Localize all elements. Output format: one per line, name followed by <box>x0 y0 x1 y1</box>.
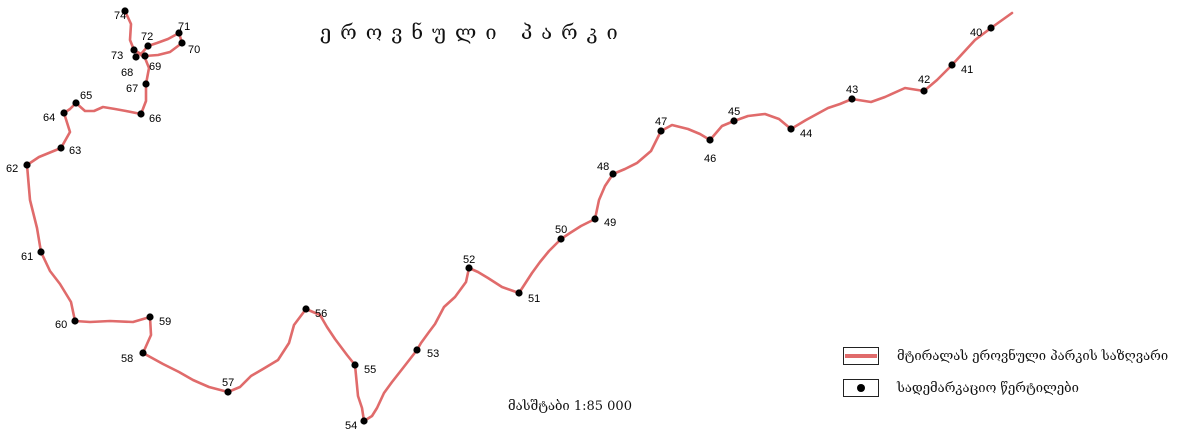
point-label-42: 42 <box>918 74 930 86</box>
legend-item-boundary: მტირალას ეროვნული პარკის საზღვარი <box>843 346 1168 366</box>
point-label-67: 67 <box>126 83 138 95</box>
point-labels: 40 41 42 43 44 45 46 47 48 49 50 51 52 53 54 55 56 57 58 59… <box>6 10 982 432</box>
black-dot-icon <box>843 379 879 397</box>
point-label-57: 57 <box>222 377 234 389</box>
demarcation-point-45 <box>730 117 738 125</box>
point-label-46: 46 <box>704 153 716 165</box>
point-label-43: 43 <box>846 84 858 96</box>
demarcation-point-61 <box>37 248 45 256</box>
demarcation-point-51 <box>515 289 523 297</box>
point-label-65: 65 <box>80 90 92 102</box>
point-label-41: 41 <box>961 64 973 76</box>
legend-line-swatch <box>845 354 877 358</box>
demarcation-point-47 <box>657 127 665 135</box>
demarcation-point-42 <box>920 87 928 95</box>
demarcation-point-57 <box>224 388 232 396</box>
demarcation-point-49 <box>591 215 599 223</box>
demarcation-point-60 <box>71 317 79 325</box>
demarcation-point-66 <box>137 110 145 118</box>
demarcation-point-55 <box>351 361 359 369</box>
point-label-66: 66 <box>149 113 161 125</box>
point-label-54: 54 <box>345 420 357 432</box>
demarcation-point-65 <box>72 99 80 107</box>
demarcation-point-70 <box>178 39 186 47</box>
point-label-47: 47 <box>655 116 667 128</box>
point-label-52: 52 <box>463 254 475 266</box>
legend-label: სადემარკაციო წერტილები <box>897 380 1079 396</box>
legend-item-points: სადემარკაციო წერტილები <box>843 378 1168 398</box>
demarcation-point-53 <box>413 346 421 354</box>
demarcation-point-58 <box>139 349 147 357</box>
point-label-72: 72 <box>141 31 153 43</box>
demarcation-point-73 <box>130 46 138 54</box>
point-label-59: 59 <box>159 316 171 328</box>
demarcation-point-43 <box>848 95 856 103</box>
demarcation-point-69 <box>141 52 149 60</box>
point-label-53: 53 <box>427 348 439 360</box>
point-label-45: 45 <box>728 106 740 118</box>
demarcation-point-72 <box>144 42 152 50</box>
legend-dot-swatch <box>857 384 865 392</box>
demarcation-point-63 <box>57 144 65 152</box>
point-label-69: 69 <box>149 61 161 73</box>
point-label-50: 50 <box>555 224 567 236</box>
point-label-51: 51 <box>528 293 540 305</box>
point-label-44: 44 <box>800 128 812 140</box>
demarcation-point-68 <box>132 53 140 61</box>
point-label-49: 49 <box>604 217 616 229</box>
demarcation-point-62 <box>23 161 31 169</box>
demarcation-point-54 <box>360 417 368 425</box>
demarcation-point-56 <box>302 305 310 313</box>
legend-label: მტირალას ეროვნული პარკის საზღვარი <box>897 348 1169 364</box>
point-label-62: 62 <box>6 163 18 175</box>
legend: მტირალას ეროვნული პარკის საზღვარი სადემა… <box>843 346 1168 410</box>
demarcation-point-52 <box>465 264 473 272</box>
point-label-73: 73 <box>111 50 123 62</box>
park-boundary-branch <box>132 31 184 58</box>
demarcation-point-64 <box>60 109 68 117</box>
point-label-48: 48 <box>597 161 609 173</box>
point-label-60: 60 <box>55 319 67 331</box>
point-label-58: 58 <box>121 353 133 365</box>
point-label-55: 55 <box>364 364 376 376</box>
point-label-74: 74 <box>114 10 126 22</box>
demarcation-point-59 <box>146 313 154 321</box>
map-title: ეროვნული პარკი <box>320 20 627 44</box>
demarcation-point-44 <box>787 125 795 133</box>
point-label-56: 56 <box>315 308 327 320</box>
point-label-64: 64 <box>43 112 55 124</box>
demarcation-point-71 <box>175 29 183 37</box>
demarcation-points <box>23 7 995 425</box>
demarcation-point-50 <box>557 235 565 243</box>
demarcation-point-74 <box>121 7 129 15</box>
point-label-70: 70 <box>188 44 200 56</box>
demarcation-point-46 <box>706 136 714 144</box>
point-label-40: 40 <box>970 27 982 39</box>
demarcation-point-48 <box>609 170 617 178</box>
demarcation-point-41 <box>948 61 956 69</box>
point-label-61: 61 <box>21 251 33 263</box>
point-label-63: 63 <box>69 145 81 157</box>
demarcation-point-67 <box>142 80 150 88</box>
demarcation-point-40 <box>987 24 995 32</box>
red-line-icon <box>843 347 879 365</box>
scale-text: მასშტაბი 1:85 000 <box>508 399 632 414</box>
point-label-71: 71 <box>178 21 190 33</box>
point-label-68: 68 <box>121 67 133 79</box>
